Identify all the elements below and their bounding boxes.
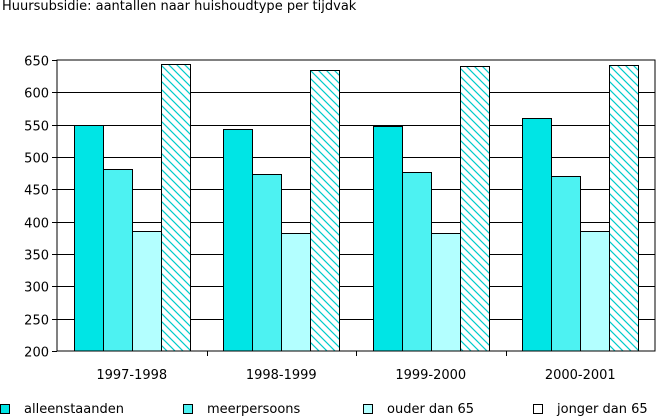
legend-label: jonger dan 65	[557, 401, 648, 417]
legend-label: ouder dan 65	[387, 401, 475, 417]
y-tick-label: 650	[24, 55, 49, 70]
bar-alleenstaanden-1999-2000	[373, 126, 403, 352]
legend-swatch	[533, 404, 543, 414]
bar-meerpersoons-1999-2000	[402, 172, 432, 352]
y-tick-label: 200	[24, 346, 49, 361]
legend: alleenstaanden meerpersoons ouder dan 65 jo…	[0, 400, 665, 418]
bar-ouder-dan-65-1998-1999	[281, 233, 311, 352]
bar-ouder-dan-65-1999-2000	[431, 233, 461, 352]
y-tick-label: 450	[24, 184, 49, 199]
y-tick-label: 400	[24, 217, 49, 232]
bar-jonger-dan-65-1998-1999	[310, 70, 340, 352]
legend-item: jonger dan 65	[533, 400, 648, 418]
legend-item: meerpersoons	[183, 400, 300, 418]
x-tick-label: 1999-2000	[395, 368, 466, 383]
bar-jonger-dan-65-1997-1998	[161, 64, 191, 352]
bar-meerpersoons-1998-1999	[252, 174, 282, 352]
y-tick-label: 600	[24, 87, 49, 102]
y-tick-label: 300	[24, 281, 49, 296]
y-tick-label: 500	[24, 152, 49, 167]
y-tick-label: 350	[24, 249, 49, 264]
legend-swatch	[0, 404, 10, 414]
bar-ouder-dan-65-1997-1998	[132, 231, 162, 352]
y-tick-label: 250	[24, 314, 49, 329]
legend-label: alleenstaanden	[24, 401, 124, 417]
chart-title: Huursubsidie: aantallen naar huishoudtyp…	[2, 0, 357, 14]
bar-alleenstaanden-1998-1999	[223, 129, 253, 352]
x-tick-label: 1998-1999	[246, 368, 317, 383]
legend-item: ouder dan 65	[363, 400, 474, 418]
bar-alleenstaanden-2000-2001	[522, 118, 552, 352]
legend-swatch	[183, 404, 193, 414]
x-tick-label: 1997-1998	[96, 368, 167, 383]
bar-meerpersoons-2000-2001	[551, 176, 581, 352]
bar-meerpersoons-1997-1998	[103, 169, 133, 352]
bar-alleenstaanden-1997-1998	[74, 125, 104, 352]
bar-ouder-dan-65-2000-2001	[580, 231, 610, 352]
x-tick-label: 2000-2001	[545, 368, 616, 383]
y-tick-label: 550	[24, 120, 49, 135]
bar-jonger-dan-65-2000-2001	[609, 65, 639, 352]
legend-swatch	[363, 404, 373, 414]
legend-item: alleenstaanden	[0, 400, 124, 418]
legend-label: meerpersoons	[207, 401, 301, 417]
bar-jonger-dan-65-1999-2000	[460, 66, 490, 352]
